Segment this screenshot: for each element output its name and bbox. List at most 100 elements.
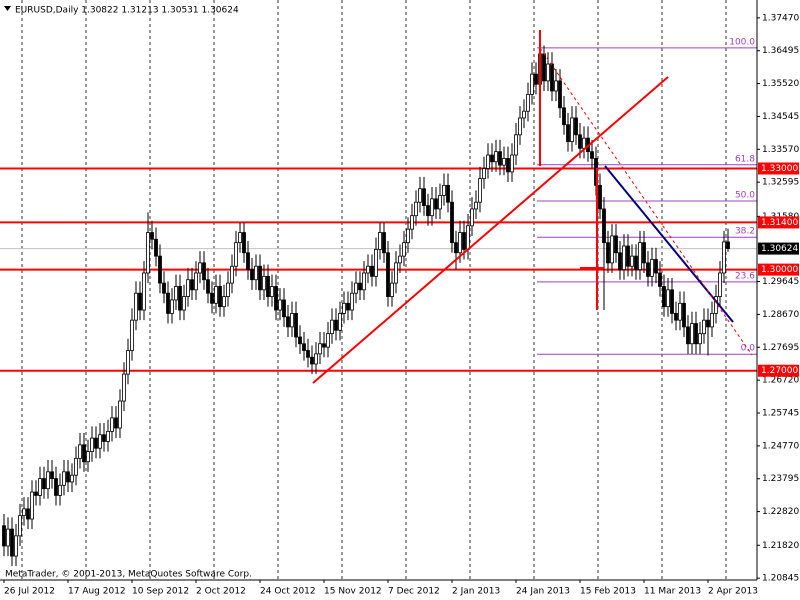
trend-line bbox=[312, 76, 669, 384]
candle-body bbox=[470, 208, 474, 227]
candle-body bbox=[330, 319, 334, 335]
candle-body bbox=[466, 225, 470, 250]
candle-body bbox=[598, 184, 602, 210]
candle-body bbox=[126, 350, 130, 375]
candle-body bbox=[506, 157, 510, 173]
candle-body bbox=[194, 272, 198, 291]
x-tick-label: 2 Oct 2012 bbox=[196, 587, 246, 597]
y-tick-label: 1.28670 bbox=[762, 310, 799, 320]
candle-body bbox=[434, 198, 438, 210]
candle-body bbox=[210, 292, 214, 304]
candle-body bbox=[318, 343, 322, 355]
candle-body bbox=[402, 242, 406, 257]
candle-body bbox=[510, 154, 514, 173]
candle-body bbox=[166, 292, 170, 314]
candle-body bbox=[618, 252, 622, 271]
candle-body bbox=[702, 319, 706, 335]
candle-body bbox=[30, 491, 34, 520]
candle-body bbox=[90, 437, 94, 452]
candle-body bbox=[78, 444, 82, 459]
candle-body bbox=[94, 437, 98, 449]
candle-body bbox=[294, 313, 298, 338]
candle-body bbox=[18, 515, 22, 537]
x-tick-label: 24 Jan 2013 bbox=[516, 587, 570, 597]
candle-body bbox=[634, 255, 638, 271]
candle-body bbox=[102, 434, 106, 442]
candle-body bbox=[310, 356, 314, 365]
candle-body bbox=[354, 282, 358, 294]
candle-body bbox=[590, 151, 594, 159]
candle-body bbox=[130, 319, 134, 351]
candle-body bbox=[114, 417, 118, 429]
candle-body bbox=[302, 343, 306, 351]
candle-body bbox=[426, 205, 430, 217]
candle-body bbox=[498, 151, 502, 166]
candle-body bbox=[182, 296, 186, 311]
chart-title: EURUSD,Daily 1.30822 1.31213 1.30531 1.3… bbox=[15, 6, 239, 16]
y-tick-label: 1.36495 bbox=[762, 46, 799, 56]
candle-body bbox=[562, 107, 566, 126]
x-tick-label: 2 Jan 2013 bbox=[452, 587, 500, 597]
candle-body bbox=[350, 292, 354, 311]
candle-body bbox=[726, 241, 730, 249]
candle-body bbox=[206, 279, 210, 294]
candle-body bbox=[2, 525, 6, 547]
price-level-box bbox=[758, 216, 799, 229]
y-tick-label: 1.33570 bbox=[762, 145, 799, 155]
price-level-label: 1.33000 bbox=[761, 164, 798, 174]
candle-body bbox=[298, 336, 302, 345]
candle-body bbox=[262, 275, 266, 291]
candle-body bbox=[398, 255, 402, 264]
candle-body bbox=[554, 80, 558, 92]
x-tick-label: 2 Apr 2013 bbox=[708, 587, 758, 597]
price-level-box bbox=[758, 162, 799, 175]
candle-body bbox=[46, 471, 50, 490]
candle-body bbox=[242, 232, 246, 254]
candle-body bbox=[430, 198, 434, 217]
candle-body bbox=[254, 265, 258, 281]
candle-body bbox=[178, 286, 182, 311]
candle-body bbox=[122, 373, 126, 402]
candle-body bbox=[406, 228, 410, 244]
candle-body bbox=[154, 238, 158, 257]
candle-body bbox=[378, 232, 382, 250]
candle-body bbox=[218, 286, 222, 308]
title-icon bbox=[4, 6, 11, 11]
candle-body bbox=[282, 299, 286, 318]
candle-body bbox=[86, 451, 90, 463]
x-tick-label: 24 Oct 2012 bbox=[260, 587, 316, 597]
candle-body bbox=[110, 417, 114, 432]
candle-body bbox=[414, 201, 418, 217]
candle-body bbox=[442, 184, 446, 196]
axis-labels: 1.37470 1.36495 1.35520 1.34545 1.33570 1.325… bbox=[3, 13, 799, 597]
candle-body bbox=[678, 302, 682, 321]
candle-body bbox=[670, 289, 674, 314]
candle-body bbox=[266, 275, 270, 297]
y-tick-label: 1.23795 bbox=[762, 474, 799, 484]
y-tick-label: 1.26720 bbox=[762, 376, 799, 386]
candle-body bbox=[610, 235, 614, 264]
candle-body bbox=[542, 53, 546, 82]
price-level-label: 1.30000 bbox=[761, 265, 798, 275]
candle-body bbox=[366, 265, 370, 274]
x-tick-label: 15 Feb 2013 bbox=[580, 587, 636, 597]
candle-body bbox=[158, 255, 162, 284]
current-price-label: 1.30624 bbox=[761, 244, 798, 254]
y-tick-label: 1.27695 bbox=[762, 343, 799, 353]
fib-label: 61.8 bbox=[735, 154, 755, 164]
candle-body bbox=[118, 400, 122, 429]
y-tick-label: 1.32595 bbox=[762, 178, 799, 188]
candle-body bbox=[6, 528, 10, 547]
candle-body bbox=[42, 478, 46, 490]
candle-body bbox=[626, 245, 630, 267]
candle-body bbox=[514, 134, 518, 156]
candle-body bbox=[362, 272, 366, 291]
candle-body bbox=[666, 289, 670, 308]
candle-body bbox=[386, 252, 390, 297]
candle-body bbox=[566, 124, 570, 142]
candle-body bbox=[142, 272, 146, 311]
candle-body bbox=[458, 232, 462, 254]
candle-body bbox=[690, 323, 694, 345]
price-level-box bbox=[758, 364, 799, 377]
fib-trend bbox=[539, 47, 753, 356]
